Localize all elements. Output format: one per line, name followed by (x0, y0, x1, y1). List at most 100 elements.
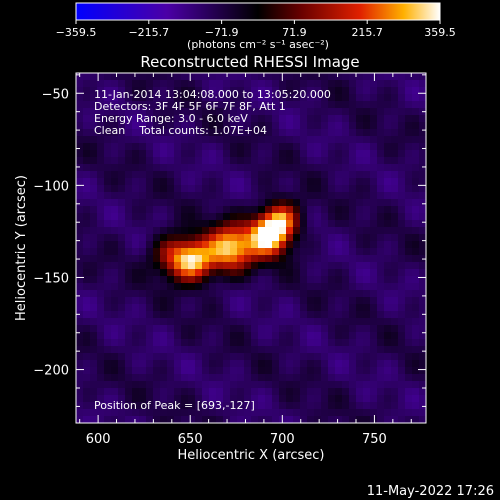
heatmap-cell (216, 199, 224, 207)
heatmap-cell (146, 87, 154, 95)
heatmap-cell (202, 199, 210, 207)
heatmap-cell (181, 192, 189, 200)
heatmap-cell (244, 157, 252, 165)
heatmap-cell (111, 304, 119, 312)
heatmap-cell (419, 164, 427, 172)
heatmap-cell (307, 206, 315, 214)
heatmap-cell (188, 311, 196, 319)
heatmap-cell (195, 269, 203, 277)
heatmap-cell (398, 339, 406, 347)
heatmap-cell (174, 115, 182, 123)
heatmap-cell (188, 290, 196, 298)
heatmap-cell (195, 325, 203, 333)
heatmap-cell (314, 325, 322, 333)
heatmap-cell (356, 143, 364, 151)
heatmap-cell (132, 416, 140, 424)
heatmap-cell (209, 388, 217, 396)
heatmap-cell (251, 374, 259, 382)
heatmap-cell (188, 276, 196, 284)
heatmap-cell (328, 220, 336, 228)
heatmap-cell (118, 143, 126, 151)
heatmap-cell (377, 87, 385, 95)
heatmap-cell (321, 269, 329, 277)
heatmap-cell (104, 346, 112, 354)
heatmap-cell (223, 318, 231, 326)
heatmap-cell (174, 395, 182, 403)
heatmap-cell (237, 108, 245, 116)
heatmap-cell (293, 234, 301, 242)
heatmap-cell (321, 73, 329, 81)
heatmap-cell (160, 213, 168, 221)
heatmap-cell (90, 388, 98, 396)
heatmap-cell (342, 129, 350, 137)
heatmap-cell (83, 227, 91, 235)
heatmap-cell (412, 227, 420, 235)
heatmap-cell (265, 262, 273, 270)
heatmap-cell (118, 269, 126, 277)
heatmap-cell (356, 227, 364, 235)
heatmap-cell (167, 73, 175, 81)
heatmap-cell (328, 122, 336, 130)
heatmap-cell (342, 234, 350, 242)
heatmap-cell (216, 381, 224, 389)
heatmap-cell (209, 185, 217, 193)
heatmap-cell (419, 94, 427, 102)
heatmap-cell (279, 101, 287, 109)
heatmap-cell (202, 143, 210, 151)
heatmap-cell (237, 213, 245, 221)
heatmap-cell (188, 416, 196, 424)
heatmap-cell (328, 192, 336, 200)
heatmap-cell (391, 171, 399, 179)
heatmap-cell (349, 94, 357, 102)
heatmap-cell (321, 227, 329, 235)
heatmap-cell (97, 325, 105, 333)
heatmap-cell (412, 94, 420, 102)
heatmap-cell (160, 311, 168, 319)
heatmap-cell (272, 115, 280, 123)
heatmap-cell (328, 129, 336, 137)
heatmap-cell (356, 381, 364, 389)
heatmap-cell (258, 416, 266, 424)
heatmap-cell (181, 101, 189, 109)
heatmap-cell (139, 395, 147, 403)
heatmap-cell (272, 241, 280, 249)
heatmap-cell (244, 283, 252, 291)
heatmap-cell (419, 367, 427, 375)
heatmap-cell (216, 80, 224, 88)
heatmap-cell (118, 402, 126, 410)
heatmap-cell (237, 367, 245, 375)
heatmap-cell (216, 136, 224, 144)
heatmap-cell (118, 346, 126, 354)
heatmap-cell (293, 115, 301, 123)
heatmap-cell (237, 332, 245, 340)
heatmap-cell (342, 318, 350, 326)
heatmap-cell (104, 171, 112, 179)
heatmap-cell (342, 290, 350, 298)
annotation-time-range: 11-Jan-2014 13:04:08.000 to 13:05:20.000 (94, 88, 331, 101)
heatmap-cell (356, 332, 364, 340)
heatmap-cell (370, 199, 378, 207)
heatmap-cell (97, 185, 105, 193)
heatmap-cell (377, 269, 385, 277)
heatmap-cell (209, 360, 217, 368)
heatmap-cell (174, 269, 182, 277)
heatmap-cell (153, 381, 161, 389)
heatmap-cell (118, 213, 126, 221)
heatmap-cell (237, 318, 245, 326)
heatmap-cell (118, 192, 126, 200)
heatmap-cell (265, 276, 273, 284)
heatmap-cell (265, 325, 273, 333)
heatmap-cell (125, 381, 133, 389)
heatmap-cell (237, 276, 245, 284)
heatmap-cell (286, 269, 294, 277)
heatmap-cell (265, 206, 273, 214)
heatmap-cell (146, 395, 154, 403)
heatmap-cell (258, 255, 266, 263)
heatmap-cell (419, 346, 427, 354)
heatmap-cell (405, 360, 413, 368)
heatmap-cell (97, 262, 105, 270)
heatmap-cell (251, 311, 259, 319)
heatmap-cell (153, 178, 161, 186)
heatmap-cell (188, 80, 196, 88)
heatmap-cell (251, 416, 259, 424)
